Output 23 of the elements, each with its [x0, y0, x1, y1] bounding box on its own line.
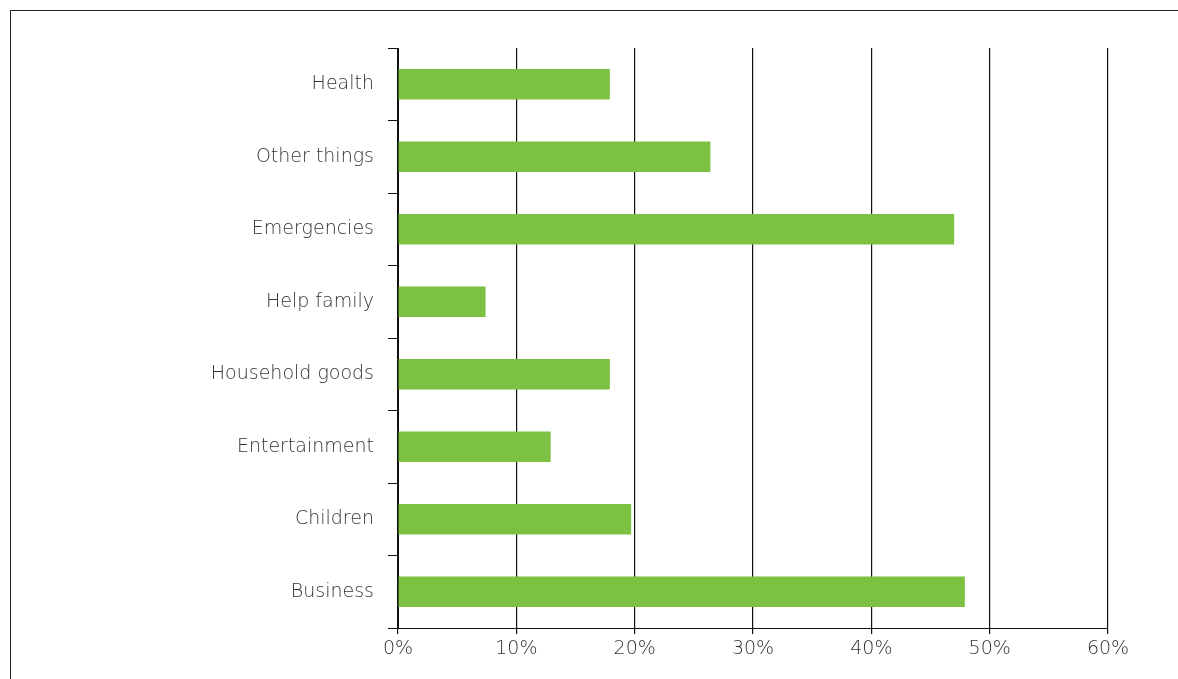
x-tick-label: 10% — [495, 636, 538, 659]
bar — [398, 214, 955, 245]
bar — [398, 359, 610, 390]
x-tick-label: 20% — [613, 636, 656, 659]
x-tick-label: 30% — [731, 636, 775, 659]
y-tick-label: Health — [311, 71, 374, 94]
x-tick-label: 60% — [1086, 636, 1130, 659]
x-tick-label: 40% — [850, 636, 893, 659]
x-tick-label: 0% — [382, 636, 414, 659]
bar — [398, 141, 711, 172]
y-tick-label: Business — [290, 578, 374, 601]
y-tick-label: Entertainment — [236, 433, 374, 456]
y-tick-label: Help family — [266, 288, 374, 311]
x-tick-label: 50% — [968, 636, 1011, 659]
bar — [398, 69, 610, 100]
bar — [398, 576, 965, 607]
y-tick-label: Children — [294, 506, 374, 529]
y-tick-label: Emergencies — [251, 216, 374, 239]
y-tick-label: Household goods — [210, 361, 374, 384]
bar — [398, 431, 551, 462]
y-tick-label: Other things — [255, 143, 374, 166]
bar — [398, 286, 486, 317]
bar — [398, 504, 632, 535]
